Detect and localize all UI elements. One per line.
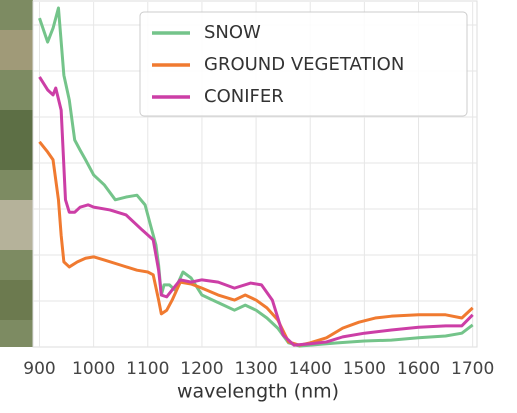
x-tick-label: 900 xyxy=(23,359,55,379)
x-tick-label: 1000 xyxy=(72,359,115,379)
legend-label: SNOW xyxy=(204,22,261,43)
x-tick-label: 1400 xyxy=(289,359,332,379)
legend-label: GROUND VEGETATION xyxy=(204,54,404,75)
x-axis-label: wavelength (nm) xyxy=(177,381,339,403)
x-tick-label: 1300 xyxy=(234,359,277,379)
x-tick-label: 1600 xyxy=(397,359,440,379)
image-strip xyxy=(0,0,33,347)
x-tick-label: 1700 xyxy=(451,359,494,379)
legend-label: CONIFER xyxy=(204,86,284,107)
x-tick-label: 1100 xyxy=(126,359,169,379)
chart: wavelength (nm) 900 1000 1100 1200 1300 1400 1… xyxy=(0,0,517,413)
x-tick-label: 1200 xyxy=(180,359,223,379)
x-tick-label: 1500 xyxy=(343,359,386,379)
